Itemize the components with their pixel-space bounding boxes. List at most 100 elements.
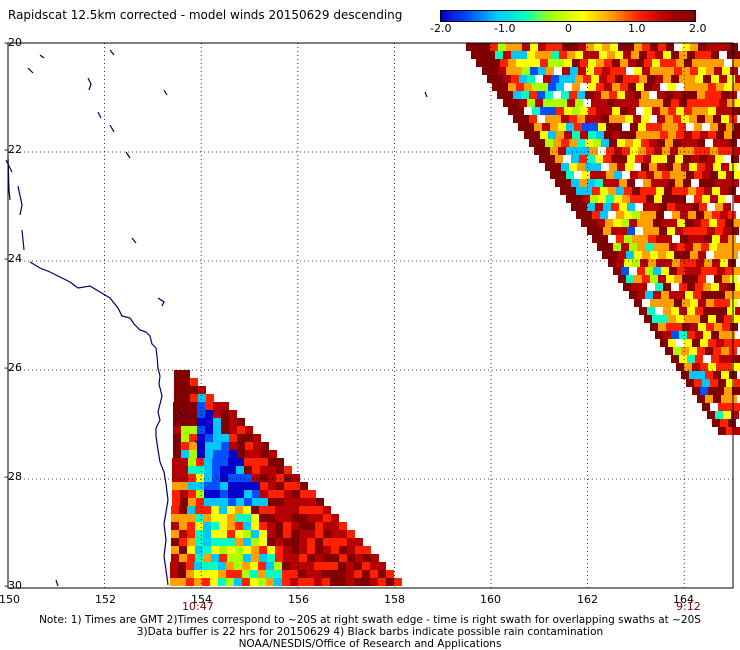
wind-cell <box>186 562 194 570</box>
wind-cell <box>553 115 561 123</box>
wind-cell <box>658 275 666 283</box>
wind-cell <box>205 442 213 450</box>
wind-cell <box>701 267 709 275</box>
wind-cell <box>726 379 734 387</box>
wind-cell <box>283 506 291 514</box>
wind-cell <box>734 195 740 203</box>
wind-cell <box>611 179 619 187</box>
wind-cell <box>703 99 711 107</box>
wind-cell <box>587 227 595 235</box>
wind-cell <box>543 51 551 59</box>
wind-cell <box>556 107 564 115</box>
wind-cell <box>198 386 206 394</box>
wind-cell <box>267 530 275 538</box>
wind-cell <box>274 570 282 578</box>
lat-label: -24 <box>4 252 22 265</box>
wind-cell <box>643 227 651 235</box>
wind-cell <box>197 418 205 426</box>
wind-cell <box>590 171 598 179</box>
wind-cell <box>713 347 721 355</box>
wind-cell <box>617 115 625 123</box>
wind-cell <box>252 482 260 490</box>
wind-cell <box>655 51 663 59</box>
wind-cell <box>567 75 575 83</box>
wind-cell <box>630 123 638 131</box>
wind-cell <box>178 578 186 586</box>
wind-cell <box>243 546 251 554</box>
wind-cell <box>640 259 648 267</box>
wind-cell <box>625 139 633 147</box>
wind-cell <box>299 506 307 514</box>
wind-cell <box>653 291 661 299</box>
wind-cell <box>625 115 633 123</box>
wind-cell <box>682 299 690 307</box>
wind-cell <box>539 155 547 163</box>
wind-cell <box>197 442 205 450</box>
wind-cell <box>712 211 720 219</box>
wind-cell <box>559 75 567 83</box>
wind-cell <box>521 115 529 123</box>
wind-cell <box>700 315 708 323</box>
wind-cell <box>688 235 696 243</box>
wind-cell <box>307 514 315 522</box>
wind-cell <box>554 43 562 51</box>
wind-cell <box>638 147 646 155</box>
wind-cell <box>695 99 703 107</box>
wind-cell <box>711 331 719 339</box>
wind-cell <box>205 402 213 410</box>
wind-cell <box>519 75 527 83</box>
wind-cell <box>267 506 275 514</box>
lon-label: 164 <box>673 593 694 606</box>
wind-cell <box>195 522 203 530</box>
wind-cell <box>668 315 676 323</box>
wind-cell <box>650 67 658 75</box>
wind-cell <box>548 59 556 67</box>
wind-cell <box>635 155 643 163</box>
wind-cell <box>596 131 604 139</box>
wind-cell <box>173 434 181 442</box>
wind-cell <box>705 347 713 355</box>
wind-cell <box>221 418 229 426</box>
wind-cell <box>219 514 227 522</box>
wind-cell <box>728 419 736 427</box>
wind-cell <box>684 339 692 347</box>
wind-cell <box>708 387 716 395</box>
wind-cell <box>227 546 235 554</box>
wind-cell <box>606 171 614 179</box>
wind-cell <box>609 163 617 171</box>
wind-cell <box>629 219 637 227</box>
wind-cell <box>171 546 179 554</box>
wind-cell <box>213 450 221 458</box>
wind-cell <box>692 363 700 371</box>
wind-cell <box>283 514 291 522</box>
wind-cell <box>659 179 667 187</box>
wind-cell <box>538 43 546 51</box>
wind-cell <box>579 155 587 163</box>
wind-cell <box>608 187 616 195</box>
wind-cell <box>593 115 601 123</box>
wind-cell <box>315 506 323 514</box>
wind-cell <box>636 59 644 67</box>
wind-cell <box>658 67 666 75</box>
wind-cell <box>687 51 695 59</box>
wind-cell <box>705 115 713 123</box>
wind-cell <box>323 506 331 514</box>
wind-cell <box>631 99 639 107</box>
footnote-line: NOAA/NESDIS/Office of Research and Appli… <box>238 638 502 650</box>
wind-cell <box>677 219 685 227</box>
wind-cell <box>602 67 610 75</box>
wind-cell <box>283 554 291 562</box>
wind-cell <box>624 187 632 195</box>
wind-cell <box>291 538 299 546</box>
wind-cell <box>228 498 236 506</box>
wind-cell <box>307 538 315 546</box>
wind-cell <box>669 291 677 299</box>
wind-cell <box>699 155 707 163</box>
wind-cell <box>314 578 322 586</box>
wind-cell <box>631 75 639 83</box>
wind-cell <box>245 426 253 434</box>
wind-cell <box>181 410 189 418</box>
wind-cell <box>605 243 613 251</box>
wind-cell <box>718 403 726 411</box>
wind-cell <box>290 570 298 578</box>
